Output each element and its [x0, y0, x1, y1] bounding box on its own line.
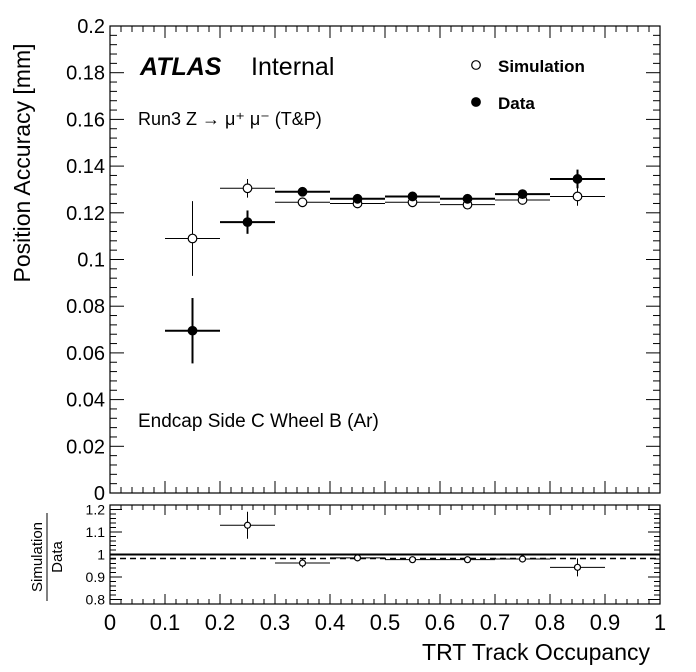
main-panel: 0 0.02 0.04 0.06 0.08 0.1 0.12 0.14 0.16 0.18 0.2 [66, 16, 661, 505]
y-tick-label: 0.14 [66, 156, 105, 178]
y-tick-label: 0.04 [66, 390, 105, 412]
data-point [353, 554, 362, 562]
legend-simulation-marker [471, 60, 481, 70]
x-tick-label: 0.6 [425, 610, 456, 635]
ratio-y-axis-title: Simulation Data [29, 513, 66, 601]
data-point [352, 193, 363, 204]
ratio-ylabel-denominator: Data [49, 541, 66, 573]
ratio-y-tick-label: 0.8 [86, 592, 106, 608]
ratio-y-tick-label: 1.2 [86, 502, 106, 518]
y-tick-label: 0.08 [66, 296, 105, 318]
legend-simulation-label: Simulation [498, 57, 585, 76]
data-point [297, 186, 308, 197]
data-point [242, 183, 253, 194]
x-tick-label: 0.5 [370, 610, 401, 635]
data-point [462, 193, 473, 204]
x-tick-label: 0.9 [590, 610, 621, 635]
y-tick-label: 0.02 [66, 436, 105, 458]
region-label: Endcap Side C Wheel B (Ar) [138, 411, 379, 432]
data-point [187, 325, 198, 336]
ratio-panel: 0 0.1 0.2 0.3 0.4 0.5 0.6 0.7 0.8 0.9 1 0.8 0.9 1 1.1 1… [86, 502, 667, 636]
data-point [518, 555, 527, 563]
x-tick-label: 0.7 [480, 610, 511, 635]
x-axis-title: TRT Track Occupancy [422, 639, 650, 665]
ratio-y-tick-label: 1 [97, 547, 105, 563]
data-point [407, 191, 418, 202]
data-point [517, 189, 528, 200]
ratio-ylabel-numerator: Simulation [29, 522, 46, 592]
x-tick-label: 0 [104, 610, 116, 635]
x-tick-label: 0.4 [315, 610, 346, 635]
y-tick-label: 0.18 [66, 63, 105, 85]
data-point [572, 191, 583, 202]
data-point [298, 559, 307, 567]
data-point [463, 556, 472, 564]
legend: Simulation Data [471, 57, 585, 113]
y-tick-label: 0.2 [77, 16, 105, 38]
x-tick-label: 0.1 [150, 610, 181, 635]
data-point [297, 197, 308, 208]
ratio-y-tick-label: 0.9 [86, 569, 106, 585]
y-tick-label: 0.06 [66, 343, 105, 365]
legend-data-label: Data [498, 94, 535, 113]
y-tick-label: 0.12 [66, 203, 105, 225]
run-label: Run3 Z → μ⁺ μ⁻ (T&P) [138, 109, 322, 129]
x-tick-label: 0.2 [205, 610, 236, 635]
internal-label: Internal [251, 53, 334, 81]
y-tick-label: 0.1 [77, 250, 105, 272]
x-tick-label: 0.3 [260, 610, 291, 635]
ratio-y-tick-label: 1.1 [86, 524, 106, 540]
data-point [408, 556, 417, 564]
data-point [572, 174, 583, 184]
data-point [187, 233, 198, 244]
legend-data-marker [471, 97, 481, 107]
y-tick-label: 0.16 [66, 109, 105, 131]
y-tick-label: 0 [94, 483, 105, 505]
x-tick-label: 0.8 [535, 610, 566, 635]
y-axis-title: Position Accuracy [mm] [9, 43, 35, 282]
data-point [243, 521, 252, 529]
x-tick-label: 1 [654, 610, 666, 635]
data-point [573, 563, 582, 571]
data-point [242, 217, 253, 228]
atlas-label: ATLAS [139, 53, 222, 81]
